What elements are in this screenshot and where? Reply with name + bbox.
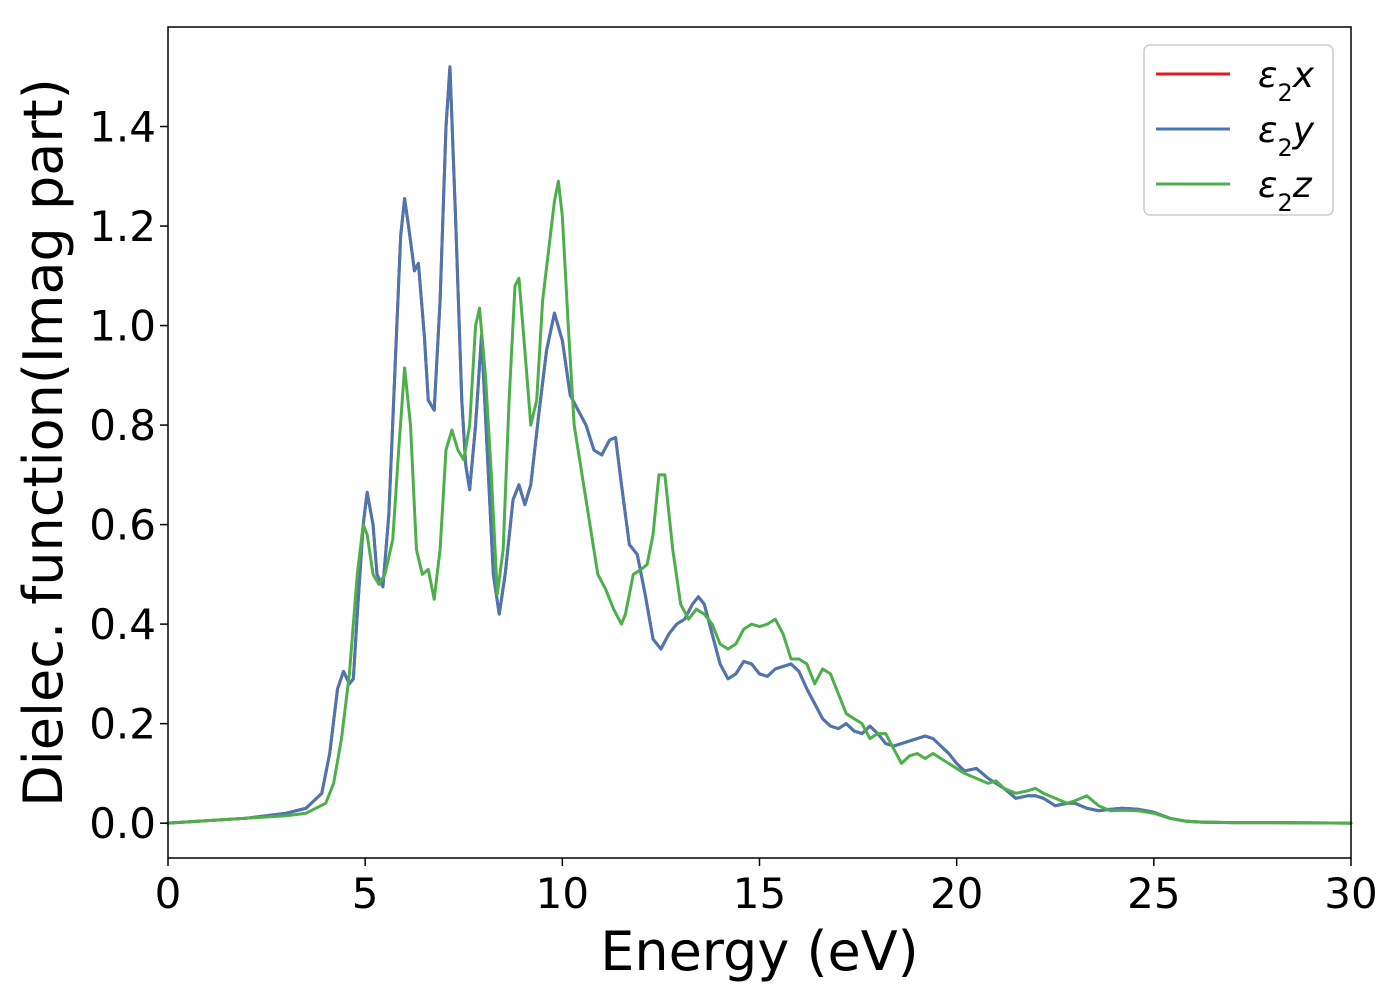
x-tick-label: 15 [733, 869, 786, 918]
series-lines [166, 65, 1353, 825]
x-axis-label: Energy (eV) [600, 920, 919, 983]
legend-item-z: ε2z [1156, 165, 1313, 217]
y-axis-ticks: 0.0 0.2 0.4 0.6 0.8 1.0 1.2 1.4 [89, 103, 168, 848]
y-tick-label: 0.8 [89, 401, 156, 450]
y-tick-label: 0.6 [89, 501, 156, 550]
y-tick-label: 1.0 [89, 302, 156, 351]
y-tick-label: 0.4 [89, 600, 156, 649]
x-axis-ticks: 0 5 10 15 20 25 30 [155, 858, 1378, 918]
y-tick-label: 0.2 [89, 700, 156, 749]
y-axis-label: Dielec. function(Imag part) [12, 78, 75, 807]
legend-box [1143, 44, 1334, 216]
legend-item-y: ε2y [1156, 110, 1315, 162]
x-tick-label: 5 [352, 869, 379, 918]
legend-item-x: ε2x [1156, 55, 1315, 107]
y-tick-label: 1.4 [89, 103, 156, 152]
legend-label: ε2x [1258, 55, 1315, 107]
y-tick-label: 1.2 [89, 202, 156, 251]
x-tick-label: 10 [536, 869, 589, 918]
legend-label: ε2z [1258, 165, 1313, 217]
x-tick-label: 30 [1324, 869, 1377, 918]
x-tick-label: 20 [930, 869, 983, 918]
x-tick-label: 0 [155, 869, 182, 918]
y-tick-label: 0.0 [89, 799, 156, 848]
legend-label: ε2y [1258, 110, 1315, 162]
series-line-z [166, 179, 1353, 825]
x-tick-label: 25 [1127, 869, 1180, 918]
